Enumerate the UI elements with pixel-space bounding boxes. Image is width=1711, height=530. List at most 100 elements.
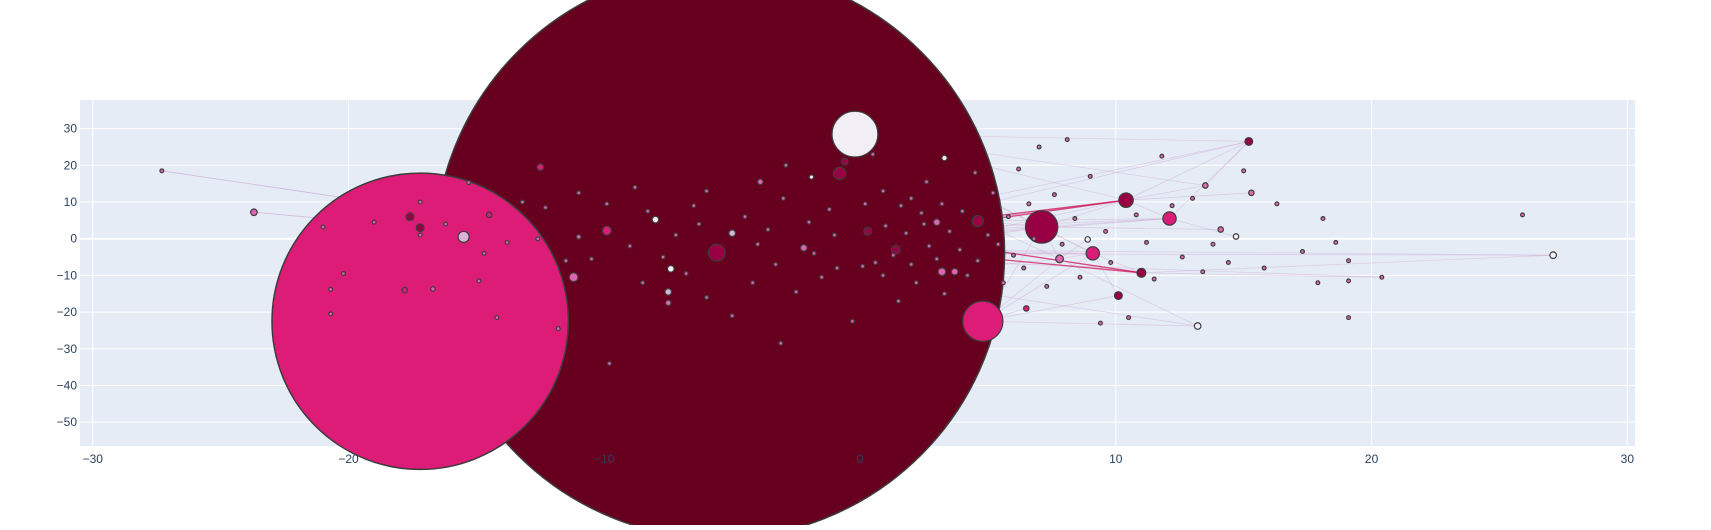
graph-node[interactable]	[1315, 280, 1321, 286]
graph-node[interactable]	[819, 274, 825, 280]
graph-node[interactable]	[939, 201, 945, 207]
graph-node[interactable]	[683, 271, 689, 277]
graph-node[interactable]	[1000, 280, 1006, 286]
graph-node[interactable]	[535, 236, 541, 242]
graph-node[interactable]	[890, 252, 896, 258]
graph-node[interactable]	[576, 190, 582, 196]
graph-node[interactable]	[405, 212, 415, 222]
graph-node[interactable]	[957, 247, 963, 253]
graph-node[interactable]	[862, 201, 868, 207]
graph-node[interactable]	[555, 326, 561, 332]
graph-node[interactable]	[1151, 276, 1157, 282]
graph-node[interactable]	[1217, 226, 1225, 233]
graph-node[interactable]	[880, 272, 886, 278]
graph-node[interactable]	[645, 208, 651, 214]
graph-node[interactable]	[466, 180, 472, 186]
graph-node[interactable]	[1055, 254, 1065, 264]
graph-node[interactable]	[673, 232, 679, 238]
graph-node[interactable]	[1051, 192, 1057, 198]
graph-node[interactable]	[941, 154, 948, 162]
graph-node[interactable]	[1011, 252, 1017, 258]
graph-node[interactable]	[1084, 236, 1092, 243]
graph-node[interactable]	[903, 230, 909, 236]
graph-node[interactable]	[880, 188, 886, 194]
graph-node[interactable]	[750, 280, 756, 286]
graph-node[interactable]	[950, 267, 959, 276]
graph-node[interactable]	[430, 286, 436, 292]
graph-node[interactable]	[320, 224, 326, 230]
graph-node[interactable]	[340, 271, 346, 277]
graph-node[interactable]	[481, 250, 487, 256]
graph-node[interactable]	[1379, 274, 1385, 280]
graph-node[interactable]	[831, 232, 837, 238]
graph-node[interactable]	[1077, 274, 1083, 280]
graph-node[interactable]	[328, 311, 334, 317]
graph-node[interactable]	[707, 243, 726, 262]
graph-node[interactable]	[542, 205, 548, 211]
graph-node[interactable]	[793, 289, 799, 295]
graph-node[interactable]	[1201, 182, 1209, 189]
graph-node[interactable]	[1333, 239, 1339, 245]
graph-node[interactable]	[834, 265, 840, 271]
graph-node[interactable]	[1108, 260, 1114, 266]
graph-node[interactable]	[941, 291, 947, 297]
graph-node[interactable]	[1346, 278, 1352, 284]
graph-node[interactable]	[832, 166, 847, 181]
graph-node[interactable]	[664, 287, 673, 296]
graph-node[interactable]	[808, 174, 815, 180]
graph-node[interactable]	[964, 272, 970, 278]
graph-node[interactable]	[780, 195, 786, 201]
graph-node[interactable]	[840, 157, 849, 166]
graph-node[interactable]	[765, 227, 771, 233]
graph-node[interactable]	[664, 299, 672, 307]
graph-node[interactable]	[755, 241, 761, 247]
graph-node[interactable]	[860, 263, 866, 269]
graph-node[interactable]	[908, 261, 914, 267]
graph-node[interactable]	[1087, 173, 1093, 179]
graph-node[interactable]	[756, 178, 764, 186]
graph-node[interactable]	[811, 250, 817, 256]
graph-node[interactable]	[606, 360, 612, 366]
graph-node[interactable]	[921, 221, 927, 227]
graph-node[interactable]	[895, 298, 901, 304]
graph-node[interactable]	[1085, 246, 1101, 261]
graph-node[interactable]	[799, 243, 808, 252]
graph-node[interactable]	[1169, 203, 1175, 209]
graph-node[interactable]	[417, 232, 423, 238]
graph-node[interactable]	[504, 239, 510, 245]
graph-node[interactable]	[568, 272, 579, 283]
graph-node[interactable]	[975, 258, 981, 264]
graph-node[interactable]	[890, 244, 901, 255]
graph-node[interactable]	[1519, 212, 1525, 218]
graph-node[interactable]	[870, 151, 876, 157]
graph-node[interactable]	[849, 318, 855, 324]
graph-node[interactable]	[826, 206, 832, 212]
graph-node[interactable]	[485, 211, 493, 219]
graph-node[interactable]	[604, 201, 610, 207]
graph-node[interactable]	[1261, 265, 1267, 271]
graph-node[interactable]	[1118, 192, 1134, 208]
graph-node[interactable]	[1200, 269, 1206, 275]
graph-node[interactable]	[1036, 144, 1042, 150]
graph-node[interactable]	[1144, 239, 1150, 245]
graph-node[interactable]	[742, 214, 748, 220]
graph-node[interactable]	[1097, 320, 1103, 326]
graph-node[interactable]	[536, 163, 545, 172]
graph-node[interactable]	[729, 313, 735, 319]
graph-node[interactable]	[1103, 228, 1109, 234]
graph-node[interactable]	[250, 208, 258, 217]
graph-node[interactable]	[1300, 249, 1306, 255]
graph-node[interactable]	[831, 110, 879, 158]
graph-node[interactable]	[971, 214, 984, 228]
graph-node[interactable]	[691, 203, 697, 209]
graph-node[interactable]	[1024, 210, 1059, 244]
graph-node[interactable]	[1225, 260, 1231, 266]
graph-node[interactable]	[1244, 137, 1254, 146]
graph-node[interactable]	[1274, 201, 1280, 207]
graph-node[interactable]	[159, 168, 165, 174]
graph-node[interactable]	[937, 267, 947, 277]
graph-node[interactable]	[519, 199, 525, 205]
graph-node[interactable]	[1241, 168, 1247, 174]
graph-node[interactable]	[1133, 212, 1139, 218]
graph-node[interactable]	[601, 225, 612, 236]
